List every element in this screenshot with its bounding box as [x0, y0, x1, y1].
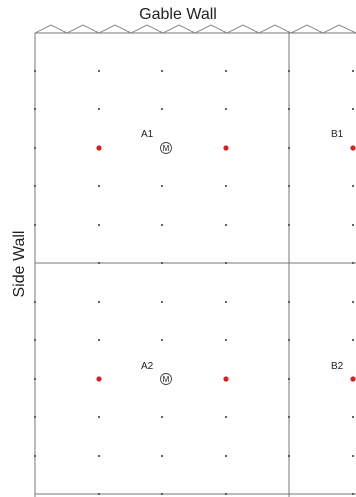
red-dot [96, 145, 102, 151]
grid-dot [352, 70, 354, 72]
gable-edge-zigzag [34, 24, 356, 34]
marker-a1: M [160, 142, 172, 154]
grid-dot [98, 455, 100, 457]
marker-label: M [163, 375, 170, 384]
grid-dot [352, 224, 354, 226]
grid-dots [34, 70, 354, 495]
grid-dot [161, 70, 163, 72]
red-dot [350, 376, 356, 382]
grid-dot [352, 416, 354, 418]
red-points [96, 145, 356, 382]
grid-dot [288, 70, 290, 72]
grid-dot [98, 493, 100, 495]
grid-dot [288, 224, 290, 226]
grid-dot [288, 147, 290, 149]
grid-dot [161, 301, 163, 303]
grid-dot [352, 108, 354, 110]
grid-dot [98, 262, 100, 264]
grid-dot [161, 455, 163, 457]
grid-dot [161, 339, 163, 341]
grid-dot [34, 224, 36, 226]
grid-dot [225, 301, 227, 303]
grid-dot [225, 416, 227, 418]
zone-label-b2: B2 [331, 361, 344, 372]
grid-dot [352, 185, 354, 187]
grid-dot [34, 301, 36, 303]
grid-dot [98, 301, 100, 303]
marker-circle-icon [160, 142, 172, 154]
red-dot [223, 145, 229, 151]
red-dot [96, 376, 102, 382]
grid-dot [288, 378, 290, 380]
grid-dot [98, 339, 100, 341]
grid-dot [225, 185, 227, 187]
layout-frame [34, 32, 356, 497]
grid-dot [98, 108, 100, 110]
grid-dot [34, 70, 36, 72]
grid-dot [352, 262, 354, 264]
zone-label-a2: A2 [141, 361, 154, 372]
marker-label: M [163, 144, 170, 153]
grid-dot [288, 301, 290, 303]
grid-dot [225, 108, 227, 110]
grid-dot [225, 70, 227, 72]
grid-dot [98, 224, 100, 226]
grid-dot [352, 455, 354, 457]
grid-dot [225, 493, 227, 495]
grid-dot [34, 108, 36, 110]
marker-a2: M [160, 373, 172, 385]
marker-circle-icon [160, 373, 172, 385]
grid-dot [161, 493, 163, 495]
red-dot [223, 376, 229, 382]
grid-dot [288, 339, 290, 341]
grid-dot [225, 224, 227, 226]
grid-dot [98, 416, 100, 418]
grid-dot [98, 70, 100, 72]
grid-dot [34, 185, 36, 187]
grid-dot [161, 416, 163, 418]
grid-dot [352, 339, 354, 341]
grid-dot [34, 339, 36, 341]
grid-dot [161, 262, 163, 264]
grid-dot [288, 416, 290, 418]
grid-dot [34, 378, 36, 380]
zone-label-a1: A1 [141, 129, 154, 140]
grid-dot [352, 301, 354, 303]
red-dot [350, 145, 356, 151]
grid-dot [288, 185, 290, 187]
grid-dot [34, 147, 36, 149]
grid-dot [161, 224, 163, 226]
grid-dot [34, 455, 36, 457]
grid-dot [288, 455, 290, 457]
grid-dot [288, 108, 290, 110]
grid-dot [225, 455, 227, 457]
zone-label-b1: B1 [331, 129, 344, 140]
grid-dot [352, 493, 354, 495]
grid-dot [34, 416, 36, 418]
gable-wall-title: Gable Wall [139, 6, 217, 23]
grid-dot [161, 185, 163, 187]
grid-dot [225, 262, 227, 264]
grid-dot [98, 185, 100, 187]
grid-dot [225, 339, 227, 341]
grid-dot [161, 108, 163, 110]
